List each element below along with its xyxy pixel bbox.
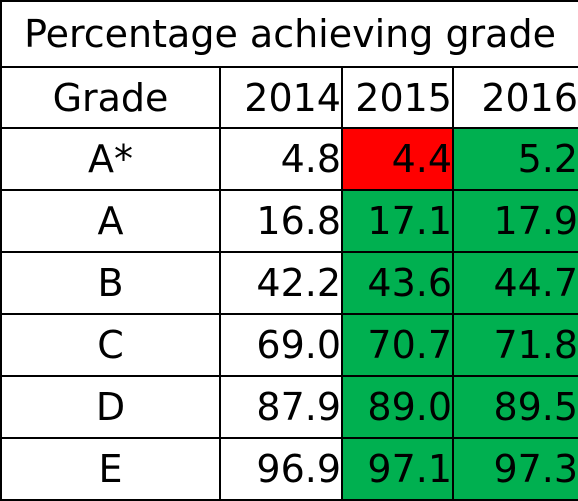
value-2014-cell: 87.9 (219, 375, 343, 439)
table-row: B 42.2 43.6 44.7 (0, 251, 578, 315)
value-2015-cell: 70.7 (341, 313, 454, 377)
value-2016-cell: 71.8 (451, 313, 578, 377)
value-2014-cell: 4.8 (219, 127, 343, 191)
table-row: A* 4.8 4.4 5.2 (0, 127, 578, 191)
grade-cell: E (0, 437, 221, 501)
value-2015-cell: 97.1 (341, 437, 454, 501)
grade-cell: D (0, 375, 221, 439)
value-2014-cell: 96.9 (219, 437, 343, 501)
value-2015-cell: 4.4 (341, 127, 454, 191)
value-2016-cell: 44.7 (451, 251, 578, 315)
table-row: A 16.8 17.1 17.9 (0, 189, 578, 253)
header-2014: 2014 (219, 66, 343, 129)
header-2016: 2016 (451, 66, 578, 129)
value-2016-cell: 17.9 (451, 189, 578, 253)
title-row: Percentage achieving grade (0, 0, 578, 68)
header-row: Grade 2014 2015 2016 (0, 66, 578, 129)
value-2014-cell: 42.2 (219, 251, 343, 315)
table-title: Percentage achieving grade (0, 0, 578, 68)
table-row: E 96.9 97.1 97.3 (0, 437, 578, 501)
value-2014-cell: 16.8 (219, 189, 343, 253)
value-2016-cell: 89.5 (451, 375, 578, 439)
header-2015: 2015 (341, 66, 454, 129)
header-grade: Grade (0, 66, 221, 129)
table-row: D 87.9 89.0 89.5 (0, 375, 578, 439)
grade-cell: C (0, 313, 221, 377)
value-2015-cell: 89.0 (341, 375, 454, 439)
value-2016-cell: 5.2 (451, 127, 578, 191)
table-row: C 69.0 70.7 71.8 (0, 313, 578, 377)
value-2016-cell: 97.3 (451, 437, 578, 501)
grade-cell: A (0, 189, 221, 253)
grade-cell: A* (0, 127, 221, 191)
grade-cell: B (0, 251, 221, 315)
value-2015-cell: 43.6 (341, 251, 454, 315)
value-2015-cell: 17.1 (341, 189, 454, 253)
value-2014-cell: 69.0 (219, 313, 343, 377)
